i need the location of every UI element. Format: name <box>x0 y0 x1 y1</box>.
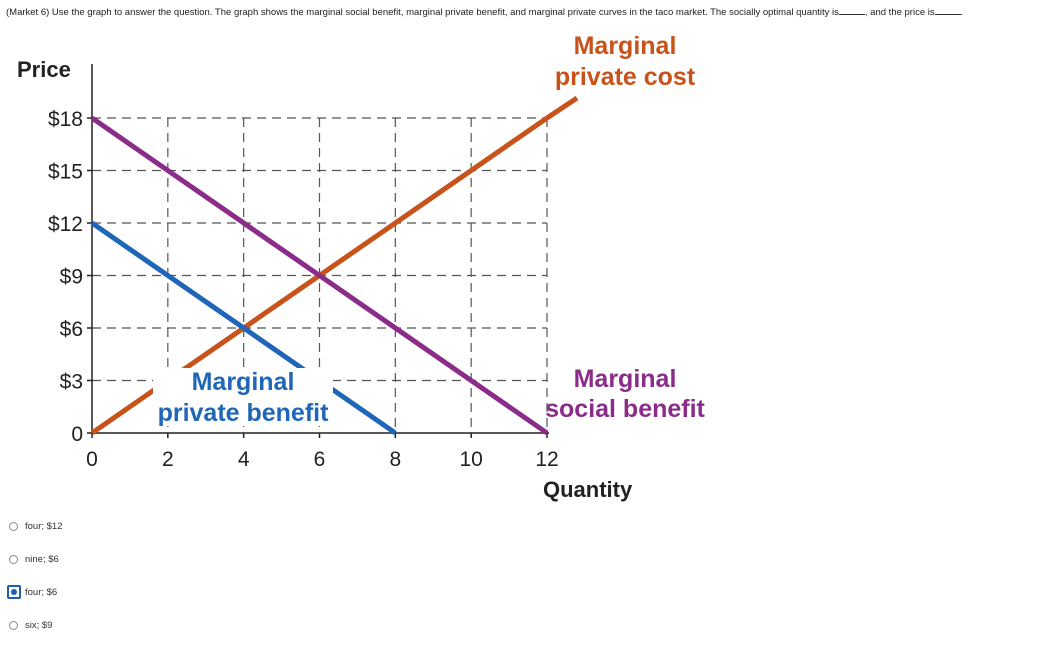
y-tick-label: $18 <box>48 108 83 131</box>
answer-option-label: nine; $6 <box>25 553 59 565</box>
radio-icon[interactable] <box>9 620 18 630</box>
series-label: Marginal <box>574 32 677 60</box>
tick-labels: 0 $3 $6 $9 $12 $15 $18 0 2 4 6 8 10 12 <box>48 108 559 471</box>
series-label: Marginal <box>574 365 677 393</box>
question-prefix: (Market 6) Use the graph to answer the q… <box>6 7 839 18</box>
x-tick-label: 10 <box>459 448 482 471</box>
x-tick-label: 12 <box>535 448 558 471</box>
answer-option[interactable]: six; $9 <box>9 617 63 633</box>
series-line <box>90 115 549 436</box>
label-background <box>153 368 333 426</box>
x-tick-label: 0 <box>86 448 98 471</box>
question-suffix: . <box>960 7 964 18</box>
quantity-blank <box>838 5 865 15</box>
question-middle: , and the price is <box>864 7 935 18</box>
y-tick-label: $6 <box>60 318 83 341</box>
x-tick-label: 6 <box>314 448 326 471</box>
series-label: private cost <box>555 63 696 91</box>
y-tick-label: $12 <box>48 213 83 236</box>
question-text: (Market 6) Use the graph to answer the q… <box>6 5 1052 20</box>
series-line <box>90 220 397 436</box>
answer-option[interactable]: four; $6 <box>7 584 63 600</box>
series-label: private benefit <box>158 399 330 427</box>
series-line-extension <box>545 95 579 121</box>
y-axis-label: Price <box>17 57 71 82</box>
series-labels: Marginal private cost Marginal private bene… <box>153 32 706 427</box>
x-tick-label: 2 <box>162 448 174 471</box>
x-tick-label: 4 <box>238 448 250 471</box>
y-tick-label: $9 <box>60 266 83 289</box>
answer-option[interactable]: nine; $6 <box>9 551 63 567</box>
answer-option-label: four; $12 <box>25 520 63 532</box>
x-axis-label: Quantity <box>543 477 633 502</box>
series-label: social benefit <box>545 395 705 423</box>
y-tick-label: $15 <box>48 161 83 184</box>
radio-icon[interactable] <box>9 554 18 564</box>
radio-selected-icon[interactable] <box>7 585 21 599</box>
x-tick-label: 8 <box>389 448 401 471</box>
series-label: Marginal <box>192 368 295 396</box>
y-tick-label: $3 <box>60 371 83 394</box>
price-blank <box>934 5 961 15</box>
y-tick-label: 0 <box>71 423 83 446</box>
answer-option[interactable]: four; $12 <box>9 518 63 534</box>
answer-options: four; $12 nine; $6 four; $6 six; $9 <box>7 518 63 650</box>
market-chart: 0 $3 $6 $9 $12 $15 $18 0 2 4 6 8 10 12 Marginal privat… <box>17 32 706 502</box>
answer-option-label: four; $6 <box>25 586 58 598</box>
radio-icon[interactable] <box>9 521 18 531</box>
answer-option-label: six; $9 <box>25 619 53 631</box>
axes <box>87 64 549 438</box>
